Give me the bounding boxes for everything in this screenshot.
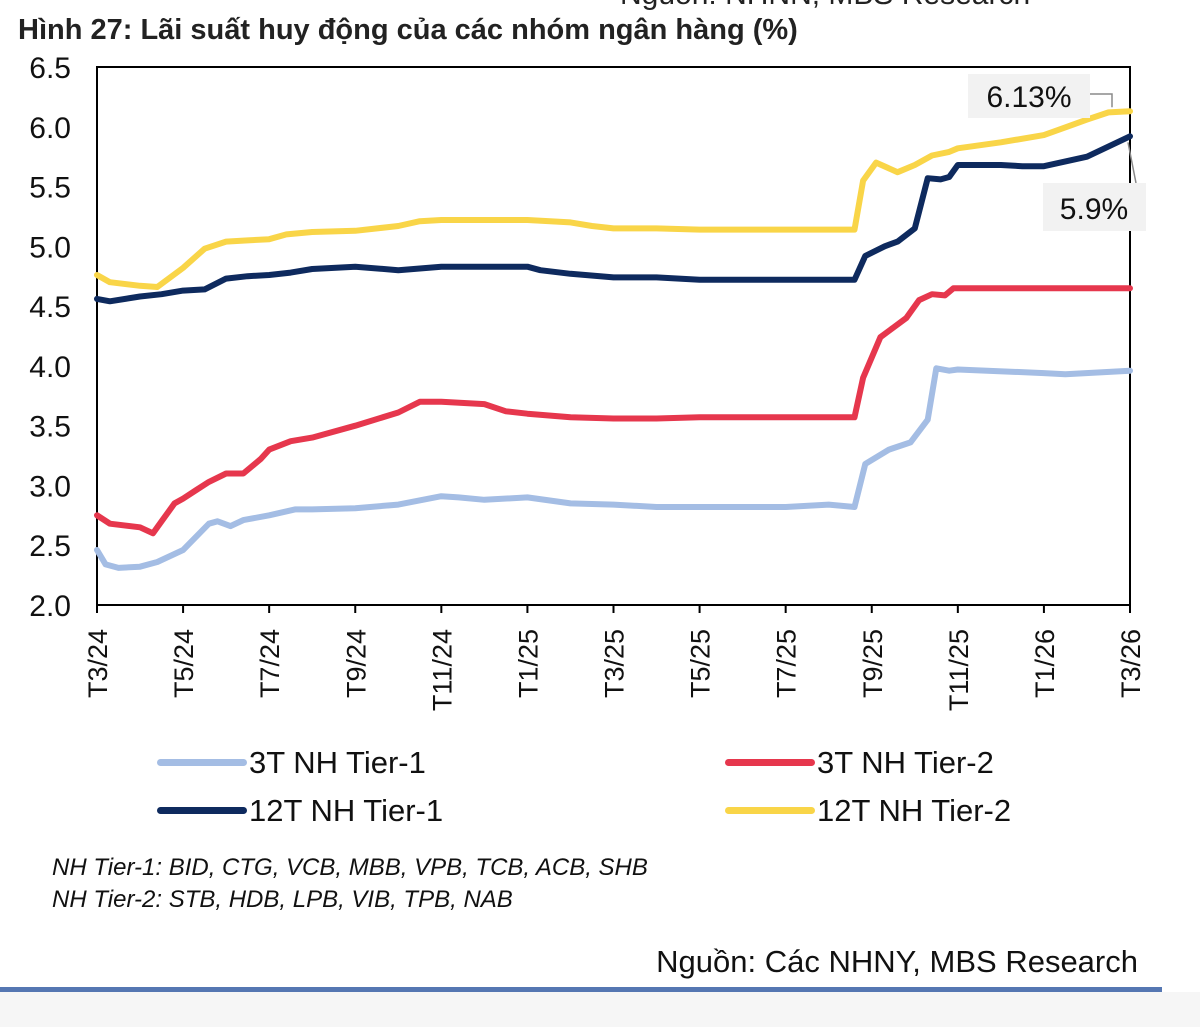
annotation-box [968,74,1090,118]
annotation-box [1043,183,1146,231]
x-tick-label: T1/26 [1030,629,1060,698]
series-line [94,285,1133,537]
series-line [94,365,1133,571]
figure-title: Hình 27: Lãi suất huy động của các nhóm … [18,14,798,46]
legend-swatch [725,759,815,766]
divider [0,987,1162,992]
x-tick-label: T3/26 [1116,629,1146,698]
x-tick-label: T9/24 [341,629,371,698]
x-tick-label: T9/25 [858,629,888,698]
x-tick-label: T11/25 [944,629,974,711]
note-tier1: NH Tier-1: BID, CTG, VCB, MBB, VPB, TCB,… [52,854,648,881]
line-chart: 6.5 6.0 5.5 5.0 4.5 4.0 3.5 3.0 2.5 2.0 T3/24 T5/24… [29,52,1146,711]
y-tick-label: 5.5 [29,172,71,205]
x-tick-label: T5/24 [169,629,199,698]
annotation-label: 5.9% [1060,193,1128,226]
x-tick-label: T3/25 [600,629,630,698]
series-line [94,133,1133,305]
y-tick-label: 6.0 [29,112,71,145]
annotation-label: 6.13% [986,81,1071,114]
y-tick-label: 3.0 [29,470,71,503]
annotation-leader [1127,142,1137,184]
y-tick-label: 2.5 [29,530,71,563]
legend-label: 12T NH Tier-2 [817,793,1012,828]
note-tier2: NH Tier-2: STB, HDB, LPB, VIB, TPB, NAB [52,886,513,913]
legend-swatch [157,759,247,766]
x-tick-label: T7/25 [772,629,802,698]
legend-swatch [157,807,247,814]
legend-swatch [725,807,815,814]
x-tick-label: T3/24 [83,629,113,698]
y-tick-label: 5.0 [29,231,71,264]
y-tick-label: 4.0 [29,351,71,384]
source-header-cut: Nguồn: NHNN, MBS Research [620,0,1030,12]
x-tick-label: T5/25 [686,629,716,698]
source-credit: Nguồn: Các NHNY, MBS Research [656,944,1138,979]
x-tick-label: T7/24 [255,629,285,698]
series-line [94,108,1133,290]
x-tick-label: T1/25 [513,629,543,698]
annotation-leader [1090,93,1113,108]
legend-label: 12T NH Tier-1 [249,793,444,828]
page-bottom-band [0,992,1200,1027]
y-tick-label: 6.5 [29,52,71,85]
x-tick-label: T11/24 [427,629,457,711]
legend-label: 3T NH Tier-1 [249,745,426,780]
y-tick-label: 3.5 [29,411,71,444]
y-tick-label: 2.0 [29,590,71,623]
legend-label: 3T NH Tier-2 [817,745,994,780]
y-tick-label: 4.5 [29,291,71,324]
